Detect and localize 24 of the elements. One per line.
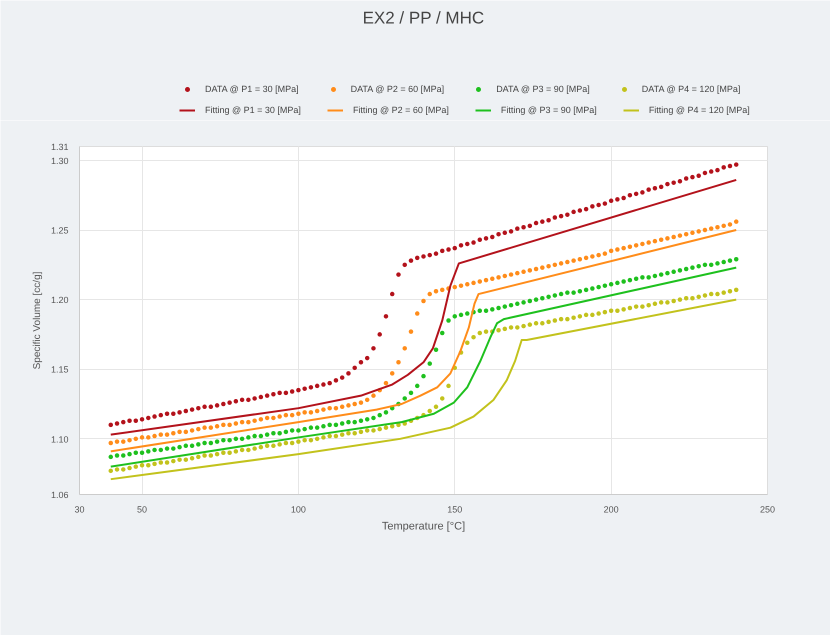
legend-label: DATA @ P3 = 90 [MPa]	[496, 84, 590, 94]
y-tick-label: 1.10	[50, 434, 69, 444]
x-tick-label: 150	[447, 504, 462, 514]
y-axis-title: Specific Volume [cc/g]	[32, 271, 43, 370]
x-tick-label: 100	[290, 504, 306, 514]
y-tick-label: 1.15	[50, 364, 69, 375]
x-tick-label: 200	[604, 504, 619, 514]
legend-label: Fitting @ P1 = 30 [MPa]	[205, 105, 301, 115]
x-axis-title: Temperature [°C]	[382, 520, 466, 532]
y-tick-label: 1.31	[50, 142, 69, 152]
y-tick-label: 1.20	[50, 295, 69, 306]
x-tick-label: 250	[760, 504, 776, 514]
chart-title: EX2 / PP / MHC	[362, 8, 484, 28]
x-tick-label: 50	[137, 504, 148, 514]
legend-label: Fitting @ P4 = 120 [MPa]	[648, 105, 750, 115]
y-tick-label: 1.30	[50, 156, 69, 166]
legend-label: DATA @ P2 = 60 [MPa]	[350, 84, 444, 94]
y-tick-label: 1.06	[50, 490, 69, 500]
legend-label: DATA @ P4 = 120 [MPa]	[642, 84, 740, 94]
legend-label: Fitting @ P3 = 90 [MPa]	[500, 105, 597, 115]
legend-label: Fitting @ P2 = 60 [MPa]	[352, 105, 449, 115]
x-tick-label: 30	[74, 504, 85, 514]
legend-label: DATA @ P1 = 30 [MPa]	[205, 84, 299, 94]
y-tick-label: 1.25	[50, 226, 69, 236]
